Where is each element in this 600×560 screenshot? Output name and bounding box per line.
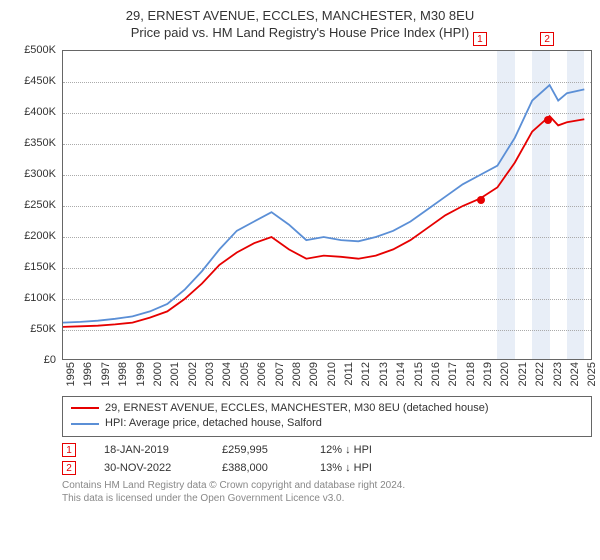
transaction-price: £388,000 (222, 462, 292, 474)
x-axis-label: 2000 (152, 362, 164, 386)
line-layer (63, 51, 593, 361)
chart-title-line1: 29, ERNEST AVENUE, ECCLES, MANCHESTER, M… (10, 8, 590, 25)
y-axis-label: £250K (24, 199, 62, 211)
chart-area: £0£50K£100K£150K£200K£250K£300K£350K£400… (62, 50, 592, 390)
x-axis-label: 2011 (343, 362, 355, 386)
x-axis-label: 2002 (187, 362, 199, 386)
x-axis-label: 1999 (135, 362, 147, 386)
legend-label: 29, ERNEST AVENUE, ECCLES, MANCHESTER, M… (105, 401, 489, 416)
x-axis-label: 2014 (395, 362, 407, 386)
x-axis-label: 2005 (239, 362, 251, 386)
y-axis-label: £50K (30, 323, 62, 335)
y-axis-label: £100K (24, 292, 62, 304)
transaction-table: 1 18-JAN-2019 £259,995 12% ↓ HPI 2 30-NOV-202… (62, 443, 592, 475)
transaction-ref: 2 (62, 461, 76, 475)
y-axis-label: £150K (24, 261, 62, 273)
footer-line: This data is licensed under the Open Gov… (62, 492, 592, 505)
y-axis-label: £450K (24, 75, 62, 87)
series-hpi (63, 85, 584, 323)
plot-region (62, 50, 592, 360)
x-axis-label: 2012 (360, 362, 372, 386)
transaction-price: £259,995 (222, 444, 292, 456)
x-axis-label: 2017 (447, 362, 459, 386)
footer-line: Contains HM Land Registry data © Crown c… (62, 479, 592, 492)
y-axis-label: £0 (44, 354, 62, 366)
transaction-marker: 1 (473, 32, 487, 46)
legend-label: HPI: Average price, detached house, Salf… (105, 416, 322, 431)
x-axis-label: 2010 (326, 362, 338, 386)
x-axis-label: 1998 (117, 362, 129, 386)
transaction-row: 2 30-NOV-2022 £388,000 13% ↓ HPI (62, 461, 592, 475)
transaction-point (477, 196, 485, 204)
x-axis-label: 2008 (291, 362, 303, 386)
x-axis-label: 2025 (586, 362, 598, 386)
transaction-date: 30-NOV-2022 (104, 462, 194, 474)
y-axis-label: £500K (24, 44, 62, 56)
legend-item: 29, ERNEST AVENUE, ECCLES, MANCHESTER, M… (71, 401, 583, 416)
transaction-ref: 1 (62, 443, 76, 457)
x-axis-label: 2007 (274, 362, 286, 386)
transaction-date: 18-JAN-2019 (104, 444, 194, 456)
x-axis-label: 2006 (256, 362, 268, 386)
legend-swatch (71, 407, 99, 409)
y-axis-label: £400K (24, 106, 62, 118)
x-axis-label: 2024 (569, 362, 581, 386)
x-axis-label: 2013 (378, 362, 390, 386)
x-axis-label: 2004 (221, 362, 233, 386)
x-axis-label: 2015 (413, 362, 425, 386)
legend: 29, ERNEST AVENUE, ECCLES, MANCHESTER, M… (62, 396, 592, 437)
transaction-marker: 2 (540, 32, 554, 46)
y-axis-label: £200K (24, 230, 62, 242)
x-axis-label: 1996 (82, 362, 94, 386)
transaction-point (544, 116, 552, 124)
x-axis-label: 2009 (308, 362, 320, 386)
footer-attribution: Contains HM Land Registry data © Crown c… (62, 479, 592, 505)
x-axis-label: 2021 (517, 362, 529, 386)
transaction-row: 1 18-JAN-2019 £259,995 12% ↓ HPI (62, 443, 592, 457)
x-axis-label: 2020 (499, 362, 511, 386)
x-axis-label: 2018 (465, 362, 477, 386)
x-axis-label: 2001 (169, 362, 181, 386)
x-axis-label: 2019 (482, 362, 494, 386)
chart-container: 29, ERNEST AVENUE, ECCLES, MANCHESTER, M… (0, 0, 600, 560)
x-axis-label: 1995 (65, 362, 77, 386)
y-axis-label: £350K (24, 137, 62, 149)
chart-title-line2: Price paid vs. HM Land Registry's House … (10, 25, 590, 42)
transaction-pct: 12% ↓ HPI (320, 444, 400, 456)
y-axis-label: £300K (24, 168, 62, 180)
x-axis-label: 2003 (204, 362, 216, 386)
x-axis-label: 2022 (534, 362, 546, 386)
x-axis-label: 1997 (100, 362, 112, 386)
x-axis-label: 2016 (430, 362, 442, 386)
series-price-paid (63, 116, 584, 327)
legend-swatch (71, 423, 99, 425)
x-axis-label: 2023 (552, 362, 564, 386)
transaction-pct: 13% ↓ HPI (320, 462, 400, 474)
legend-item: HPI: Average price, detached house, Salf… (71, 416, 583, 431)
